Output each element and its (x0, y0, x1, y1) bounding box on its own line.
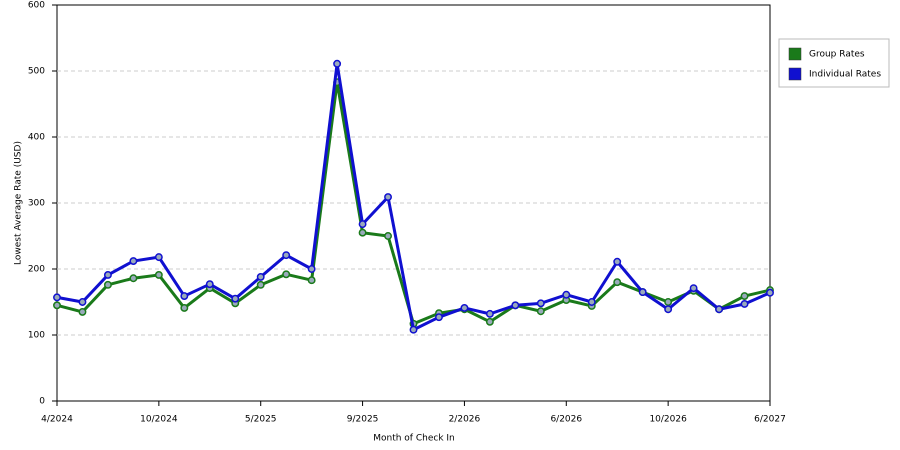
point (715, 305, 724, 314)
point (485, 309, 494, 318)
x-axis-label: Month of Check In (373, 434, 455, 444)
y-tick-label: 200 (28, 265, 45, 275)
point (180, 292, 189, 301)
legend-label: Individual Rates (809, 70, 881, 80)
y-tick-label: 600 (28, 1, 45, 11)
point (664, 298, 673, 306)
point (511, 301, 520, 310)
point (282, 270, 291, 279)
point (562, 290, 571, 299)
point (154, 253, 163, 262)
legend-swatch (788, 47, 802, 61)
point (740, 300, 749, 308)
y-tick-label: 400 (28, 133, 45, 143)
point (256, 272, 265, 281)
y-tick-label: 100 (28, 331, 45, 341)
point (78, 307, 87, 316)
point (664, 305, 673, 314)
point (766, 288, 774, 297)
point (78, 298, 87, 306)
point (307, 276, 316, 285)
x-tick-label: 6/2027 (754, 415, 786, 425)
point (536, 299, 545, 308)
point (638, 288, 647, 297)
y-tick-label: 0 (39, 397, 45, 407)
point (53, 293, 61, 302)
y-tick-label: 500 (28, 67, 45, 77)
point (333, 59, 342, 68)
point (485, 317, 494, 326)
point (613, 278, 622, 287)
point (307, 265, 316, 273)
x-tick-label: 2/2026 (449, 415, 481, 425)
legend-label: Group Rates (809, 50, 865, 60)
x-tick-label: 10/2026 (649, 415, 687, 425)
x-tick-label: 10/2024 (140, 415, 178, 425)
plot-area (56, 4, 771, 402)
point (689, 284, 698, 293)
point (536, 307, 545, 316)
point (103, 270, 112, 279)
point (358, 220, 367, 229)
point (282, 251, 291, 260)
point (740, 292, 749, 301)
point (384, 193, 392, 202)
point (587, 298, 596, 306)
legend-swatch (788, 67, 802, 81)
point (103, 280, 112, 289)
y-tick-label: 300 (28, 199, 45, 209)
point (231, 294, 240, 303)
point (180, 303, 189, 312)
point (613, 257, 622, 266)
point (409, 325, 418, 334)
point (129, 257, 138, 266)
point (358, 228, 367, 237)
point (460, 303, 469, 312)
point (435, 313, 443, 322)
point (53, 301, 61, 310)
x-tick-label: 6/2026 (550, 415, 582, 425)
x-tick-label: 4/2024 (41, 415, 73, 425)
x-tick-label: 5/2025 (245, 415, 277, 425)
x-tick-label: 9/2025 (347, 415, 379, 425)
point (205, 280, 214, 289)
point (256, 280, 265, 289)
point (154, 270, 163, 279)
point (384, 232, 392, 240)
y-axis-label: Lowest Average Rate (USD) (14, 141, 24, 265)
point (129, 274, 138, 283)
